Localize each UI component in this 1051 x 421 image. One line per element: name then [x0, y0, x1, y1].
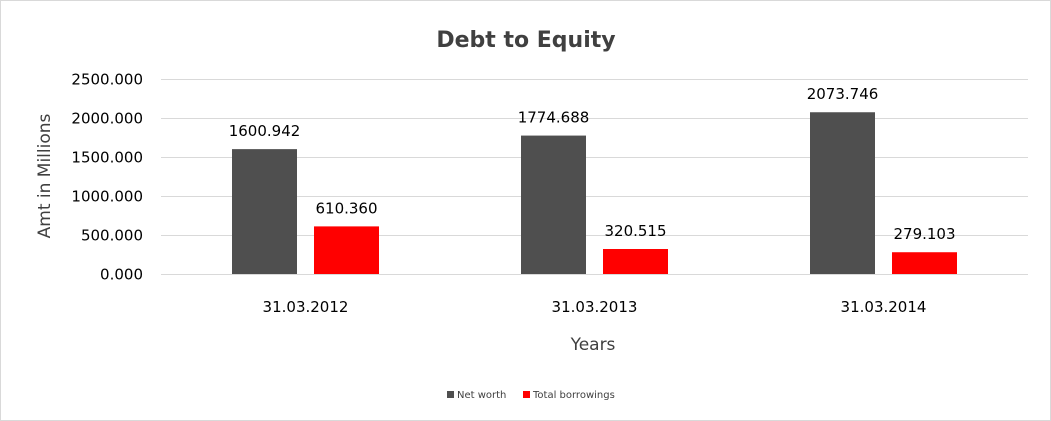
legend-label: Total borrowings	[532, 390, 615, 401]
y-axis-title: Amt in Millions	[35, 113, 55, 238]
data-label: 1600.942	[229, 122, 301, 140]
x-tick-label: 31.03.2012	[263, 298, 349, 316]
x-tick-label: 31.03.2014	[841, 298, 927, 316]
bar-net-worth	[521, 135, 586, 274]
gridlines	[161, 79, 1028, 275]
data-labels: 1600.942 610.360 1774.688 320.515 2073.746 27…	[229, 85, 956, 243]
y-tick-label: 500.000	[81, 227, 143, 245]
x-tick-label: 31.03.2013	[552, 298, 638, 316]
legend-label: Net worth	[457, 390, 506, 401]
y-tick-label: 2000.000	[71, 110, 143, 128]
bar-net-worth	[232, 149, 297, 274]
bar-total-borrowings	[603, 248, 668, 274]
data-label: 2073.746	[807, 85, 879, 103]
y-tick-label: 0.000	[100, 266, 143, 284]
data-label: 610.360	[315, 199, 377, 217]
data-label: 279.103	[893, 225, 955, 243]
legend-swatch	[523, 391, 530, 398]
y-tick-label: 1000.000	[71, 188, 143, 206]
x-axis-ticks: 31.03.2012 31.03.2013 31.03.2014	[263, 298, 927, 316]
bar-total-borrowings	[314, 226, 379, 274]
bars	[232, 112, 957, 275]
bar-net-worth	[810, 112, 875, 275]
x-axis-title: Years	[570, 335, 616, 355]
y-tick-label: 2500.000	[71, 71, 143, 89]
y-axis-ticks: 0.000 500.000 1000.000 1500.000 2000.000 2500…	[71, 71, 143, 284]
data-label: 1774.688	[518, 109, 590, 127]
y-tick-label: 1500.000	[71, 149, 143, 167]
legend: Net worth Total borrowings	[447, 390, 615, 401]
legend-swatch	[447, 391, 454, 398]
data-label: 320.515	[604, 222, 666, 240]
chart-title: Debt to Equity	[436, 28, 615, 53]
bar-total-borrowings	[892, 252, 957, 274]
